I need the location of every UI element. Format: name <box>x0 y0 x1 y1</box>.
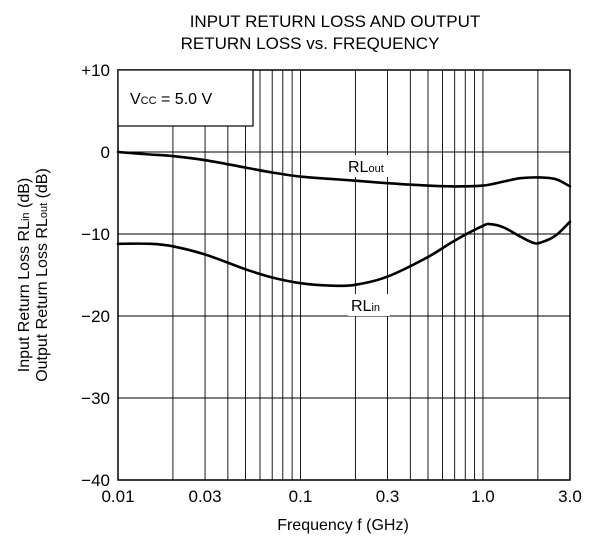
x-tick-label-3: 0.3 <box>376 487 400 506</box>
plot-frame <box>117 69 571 481</box>
y-tick-label-1: 0 <box>101 143 110 162</box>
x-tick-label-4: 1.0 <box>471 487 495 506</box>
chart-title-line2: RETURN LOSS vs. FREQUENCY <box>181 34 440 53</box>
series-label-rlout: RLout <box>345 155 397 177</box>
y-tick-label-4: −30 <box>81 389 110 408</box>
y-tick-label-5: −40 <box>81 471 110 490</box>
series-lines <box>116 150 572 288</box>
series-line-rlin <box>116 220 572 288</box>
y-tick-label-3: −20 <box>81 307 110 326</box>
series-label-rlin: RLin <box>348 294 390 316</box>
condition-box-frame <box>117 69 254 127</box>
chart-title-line1: INPUT RETURN LOSS AND OUTPUT <box>190 12 481 31</box>
x-tick-label-5: 3.0 <box>558 487 582 506</box>
y-tick-label-2: −10 <box>81 225 110 244</box>
series-label-rlout-bg <box>345 155 397 177</box>
y-tick-label-0: +10 <box>81 61 110 80</box>
x-tick-labels: 0.01 0.03 0.1 0.3 1.0 3.0 <box>101 487 581 506</box>
x-tick-label-1: 0.03 <box>189 487 222 506</box>
grid <box>118 70 570 480</box>
series-label-rlout-text: RLout <box>348 159 384 176</box>
series-label-rlin-text: RLin <box>351 298 380 315</box>
x-tick-label-0: 0.01 <box>101 487 134 506</box>
condition-box: VCC = 5.0 V <box>117 69 254 127</box>
x-tick-label-2: 0.1 <box>289 487 313 506</box>
y-axis-label-line1: Input Return Loss RLin (dB) <box>16 178 33 372</box>
condition-label: VCC = 5.0 V <box>130 91 212 108</box>
series-label-rlin-bg <box>348 294 390 316</box>
x-axis-label: Frequency f (GHz) <box>277 517 409 534</box>
y-tick-labels: +10 0 −10 −20 −30 −40 <box>81 61 110 490</box>
series-line-rlout <box>116 150 572 188</box>
y-axis-label-line2: Output Return Loss RLout (dB) <box>34 168 51 382</box>
